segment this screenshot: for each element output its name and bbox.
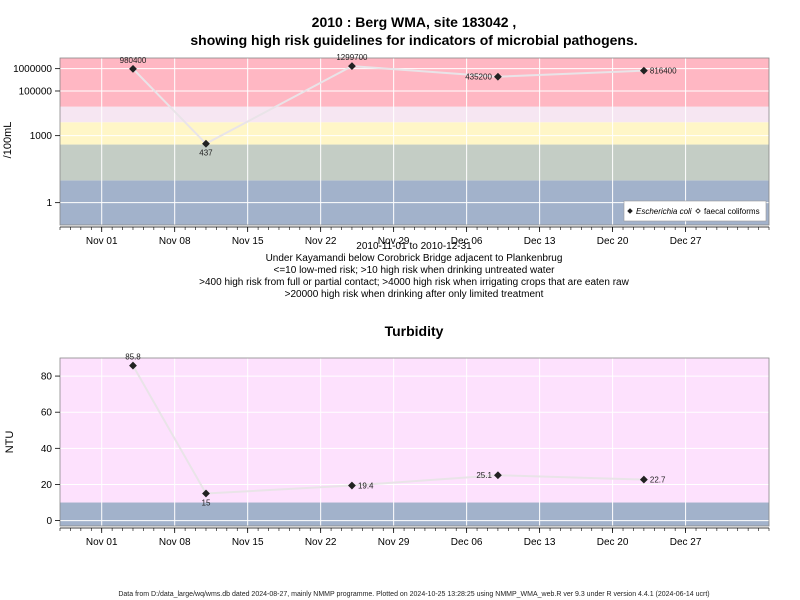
y-tick-label: 1000 [30,131,53,142]
data-label: 816400 [650,67,677,76]
x-tick-label: Nov 15 [232,537,264,548]
y-tick-label: 20 [41,480,53,491]
data-point [639,66,648,75]
legend-box [623,200,767,222]
chart1-note-risk1: <=10 low-med risk; >10 high risk when dr… [274,265,556,276]
x-tick-label: Nov 15 [232,236,264,247]
x-tick-label: Dec 27 [670,236,702,247]
legend: Escherichia coli faecal coliforms [623,200,767,222]
y-tick-label: 100000 [19,86,53,97]
chart1-note-risk2: >400 high risk from full or partial cont… [199,277,629,288]
x-tick-label: Nov 08 [159,537,191,548]
chart2-title: Turbidity [385,323,444,339]
data-label: 25.1 [476,471,492,480]
data-label: 980400 [120,56,147,65]
x-tick-label: Nov 01 [86,537,118,548]
risk-band [60,58,769,107]
data-point [639,475,648,484]
data-point [494,471,502,480]
plot-frame [59,57,770,226]
chart1-note-risk3: >20000 high risk when drinking after onl… [285,289,544,300]
data-label: 19.4 [358,482,374,491]
data-label: 15 [202,498,211,507]
legend-marker [695,208,701,214]
chart1-ylabel: /100mL [2,122,14,159]
risk-band [60,122,769,145]
y-tick-label: 80 [41,372,53,383]
y-tick-label: 60 [41,408,53,419]
data-label: 22.7 [650,476,666,485]
data-point [129,361,137,370]
data-point [494,72,502,81]
risk-band [60,358,769,503]
x-tick-label: Nov 22 [305,537,337,548]
chart1: Nov 01 Nov 08 Nov 15 Nov 22 Nov 29 Dec 06 Dec … [13,53,770,247]
x-tick-label: Nov 29 [378,236,410,247]
x-tick-label: Dec 06 [451,236,483,247]
data-label: 437 [199,149,213,158]
x-tick-label: Nov 08 [159,236,191,247]
risk-band [60,144,769,181]
x-tick-label: Dec 27 [670,537,702,548]
chart2-ylabel: NTU [4,431,16,454]
data-point [202,139,210,148]
data-label: 1299700 [336,53,368,62]
y-tick-label: 0 [46,516,52,527]
legend-label: Escherichia coli [636,207,692,216]
risk-band [60,502,769,526]
x-tick-label: Nov 29 [378,537,410,548]
legend-label: faecal coliforms [704,207,760,216]
x-tick-label: Nov 01 [86,236,118,247]
x-tick-label: Dec 20 [597,236,629,247]
data-label: 85.8 [125,353,141,362]
chart2: Nov 01 Nov 08 Nov 15 Nov 22 Nov 29 Dec 06 Dec … [41,353,770,548]
chart1-note-site: Under Kayamandi below Corobrick Bridge a… [266,253,563,264]
x-tick-label: Dec 06 [451,537,483,548]
y-tick-label: 40 [41,444,53,455]
data-label: 435200 [465,73,492,82]
data-point [348,481,356,490]
x-tick-label: Nov 22 [305,236,337,247]
chart1-title-line2: showing high risk guidelines for indicat… [190,32,637,48]
x-tick-label: Dec 13 [524,236,556,247]
footer-note: Data from D:/data_large/wq/wms.db dated … [118,591,709,598]
plot-frame [59,357,770,527]
y-tick-label: 1000000 [13,64,52,75]
chart1-note-daterange: 2010-11-01 to 2010-12-31 [356,241,472,252]
data-point [129,64,137,73]
y-tick-label: 1 [46,198,52,209]
data-point [348,62,356,71]
x-tick-label: Dec 20 [597,537,629,548]
risk-band [60,106,769,123]
x-tick-label: Dec 13 [524,537,556,548]
data-point [202,489,210,498]
legend-marker [627,208,633,214]
chart1-title-line1: 2010 : Berg WMA, site 183042 , [312,14,517,30]
